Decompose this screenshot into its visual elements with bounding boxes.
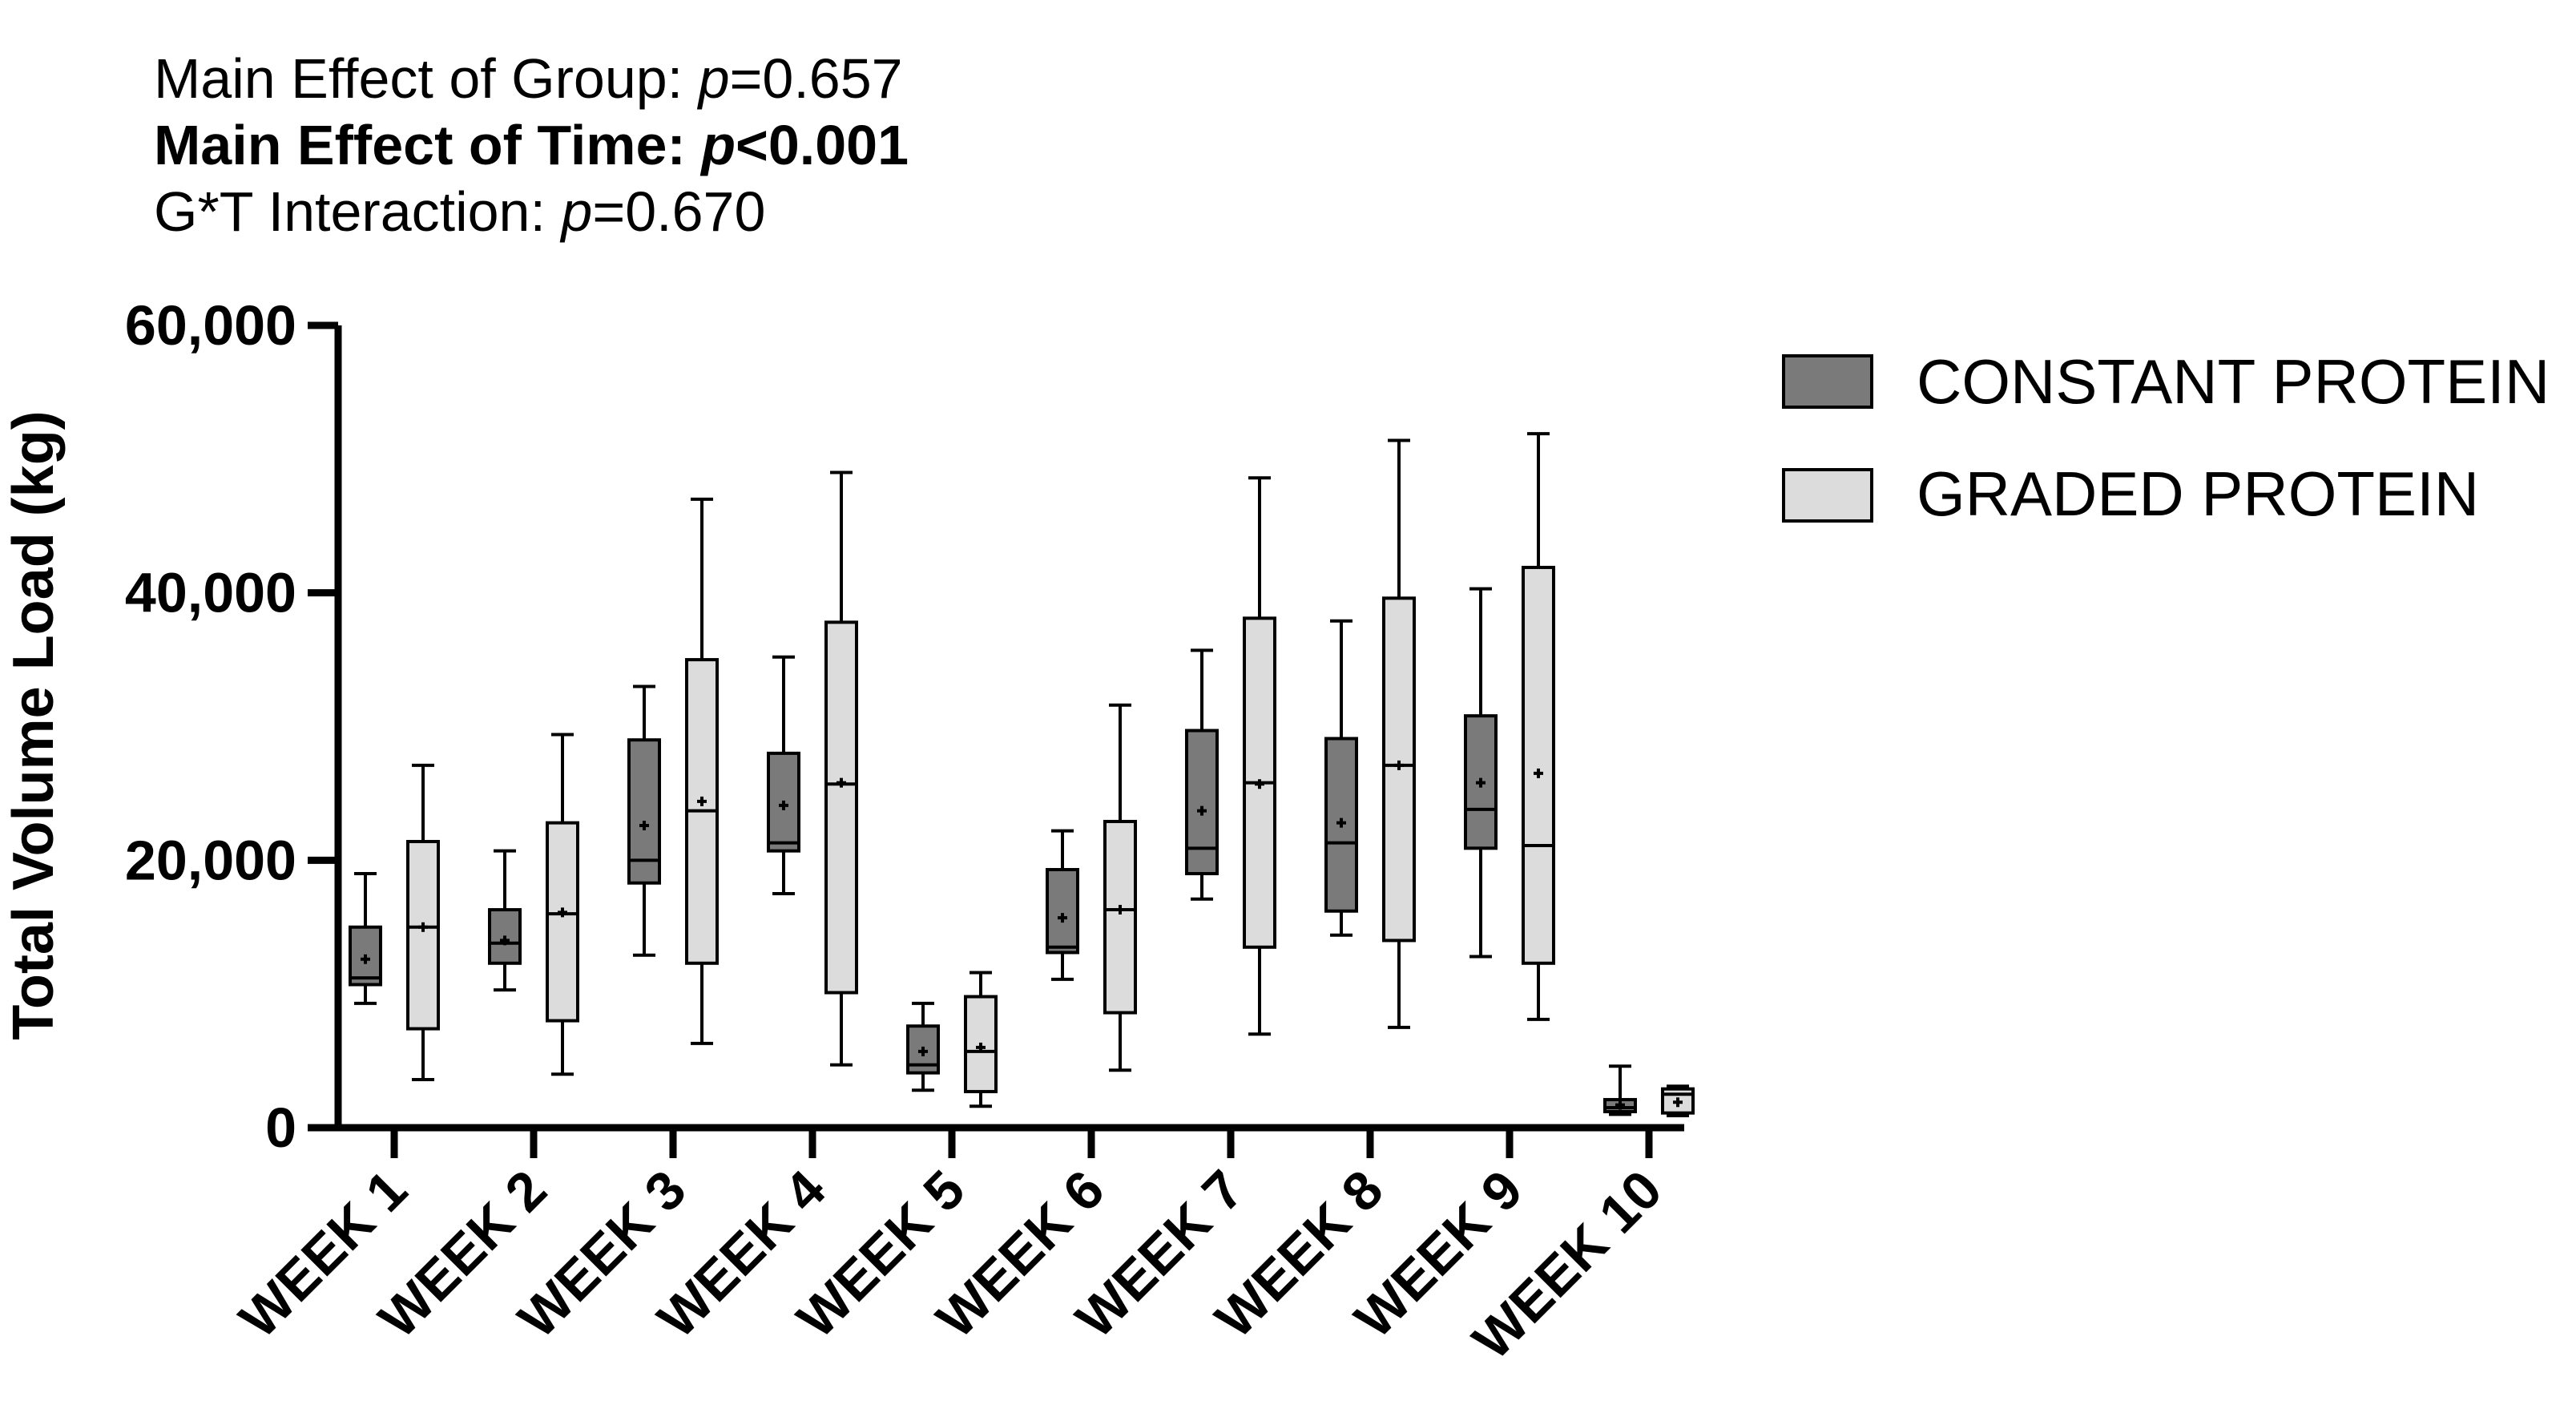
y-axis-ticks: 0 20,000 40,000 60,000 [125,294,338,1159]
box-constant-week-6 [1046,829,1079,981]
box-constant-week-5 [906,1001,940,1092]
mean-marker [1394,760,1404,770]
mean-marker [1673,1097,1683,1108]
box-iqr [406,839,440,1031]
mean-marker [418,922,428,932]
stats-annotation: Main Effect of Group: p=0.657 Main Effec… [154,47,909,243]
mean-marker [639,820,649,830]
box-constant-week-10 [1603,1064,1637,1116]
box-constant-week-9 [1464,587,1498,959]
y-tick-label: 40,000 [125,562,296,624]
mean-marker [1476,777,1486,788]
box-graded-week-3 [685,497,719,1045]
axes [334,325,1684,1132]
box-constant-week-8 [1324,619,1358,937]
box-iqr [1046,868,1079,955]
mean-marker [558,907,567,918]
mean-marker [779,800,788,810]
box-iqr [1185,729,1219,876]
y-axis-label: Total Volume Load (kg) [2,410,66,1040]
box-graded-week-10 [1661,1084,1695,1117]
box-iqr [824,620,858,995]
box-iqr [1103,819,1137,1015]
box-series [349,432,1695,1117]
mean-marker [976,1042,986,1052]
mean-marker [918,1046,928,1056]
box-graded-week-8 [1382,438,1416,1029]
box-graded-week-4 [824,470,858,1067]
box-constant-week-4 [767,655,800,896]
stat-time-effect: Main Effect of Time: p<0.001 [154,114,909,176]
box-iqr [1522,565,1555,965]
box-graded-week-2 [546,733,579,1076]
y-tick-label: 0 [265,1096,296,1159]
legend-label-constant: CONSTANT PROTEIN [1917,346,2550,417]
mean-marker [1115,905,1125,915]
box-constant-week-2 [488,849,522,992]
mean-marker [697,796,707,806]
stat-group-effect: Main Effect of Group: p=0.657 [154,47,903,110]
box-iqr [488,908,522,965]
mean-marker [836,777,846,788]
legend-label-graded: GRADED PROTEIN [1917,458,2479,529]
box-constant-week-7 [1185,648,1219,901]
legend-swatch-graded [1782,468,1873,523]
mean-marker [1255,779,1264,789]
mean-marker [500,935,510,946]
mean-marker [1615,1100,1625,1110]
mean-marker [1197,805,1207,816]
box-graded-week-9 [1522,432,1555,1021]
stat-interaction: G*T Interaction: p=0.670 [154,180,765,243]
box-graded-week-6 [1103,703,1137,1072]
box-iqr [546,821,579,1023]
mean-marker [1336,818,1346,828]
box-graded-week-5 [964,971,998,1108]
y-tick-label: 20,000 [125,829,296,891]
legend: CONSTANT PROTEIN GRADED PROTEIN [1782,346,2550,529]
mean-marker [1534,768,1543,778]
box-graded-week-7 [1243,476,1276,1036]
box-graded-week-1 [406,763,440,1081]
box-constant-week-3 [627,684,661,957]
y-tick-label: 60,000 [125,294,296,357]
box-constant-week-1 [349,872,382,1005]
legend-swatch-constant [1782,354,1873,409]
mean-marker [361,954,370,964]
mean-marker [1058,913,1067,923]
